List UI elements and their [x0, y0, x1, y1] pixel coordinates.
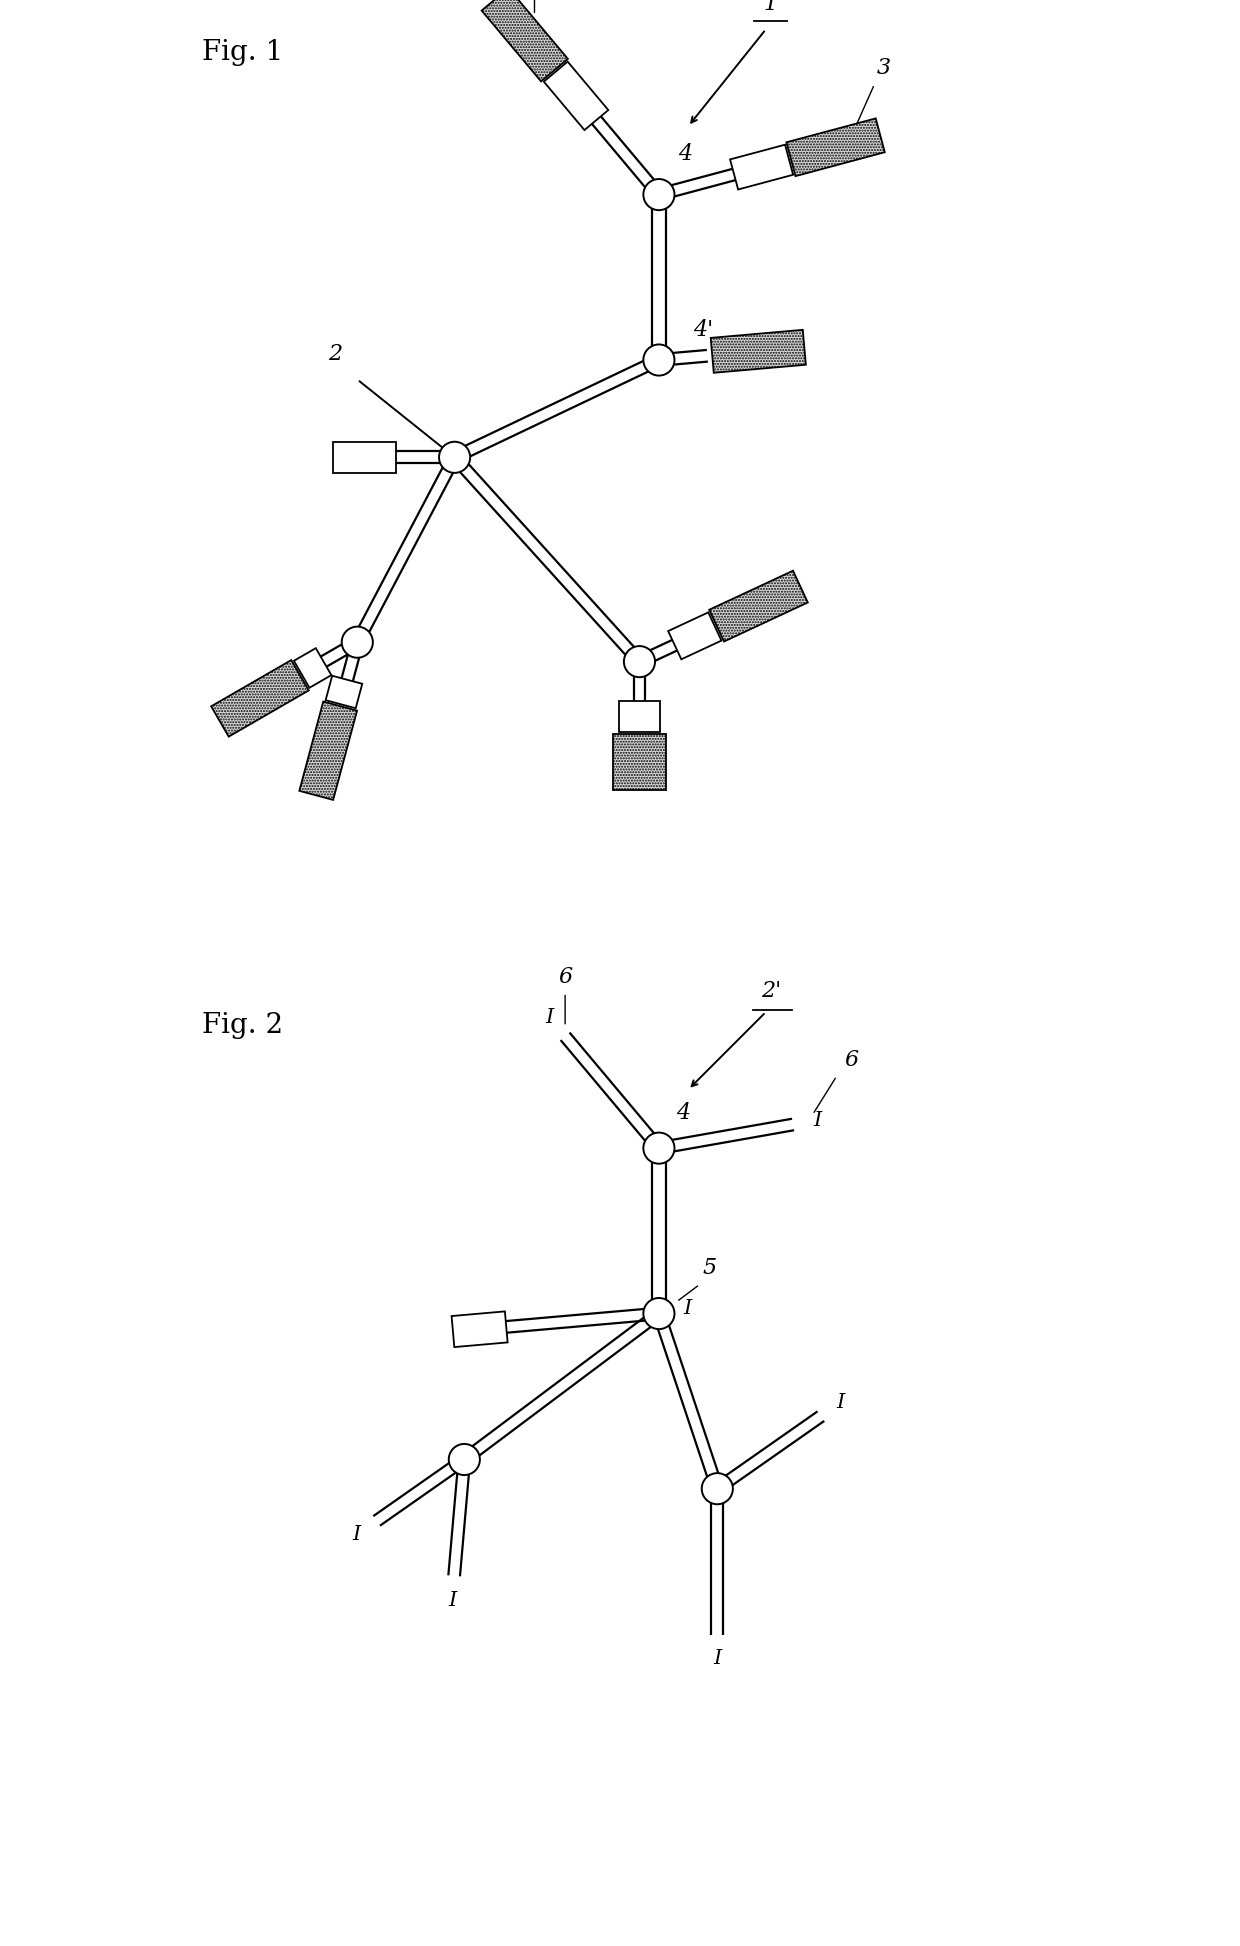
Text: 6: 6: [844, 1049, 858, 1070]
Text: I: I: [448, 1590, 456, 1609]
Circle shape: [644, 1298, 675, 1329]
Circle shape: [624, 646, 655, 677]
Bar: [299, 703, 357, 800]
Text: 2: 2: [329, 342, 342, 366]
Bar: [211, 660, 309, 738]
Text: 4: 4: [678, 144, 692, 165]
Circle shape: [702, 1473, 733, 1504]
Text: 5: 5: [703, 1257, 717, 1280]
Bar: [481, 0, 568, 82]
Text: I: I: [546, 1008, 553, 1027]
Text: 6: 6: [558, 965, 572, 989]
Bar: [334, 442, 397, 473]
Text: 4: 4: [677, 1101, 691, 1125]
Text: Fig. 2: Fig. 2: [202, 1012, 283, 1039]
Bar: [326, 675, 362, 708]
Text: 3: 3: [877, 56, 892, 80]
Circle shape: [439, 442, 470, 473]
Bar: [709, 570, 807, 642]
Circle shape: [342, 627, 373, 658]
Text: 1: 1: [764, 0, 777, 14]
Circle shape: [644, 179, 675, 210]
Text: I: I: [813, 1111, 821, 1131]
Text: 4': 4': [693, 319, 713, 341]
Bar: [619, 701, 660, 732]
Bar: [730, 144, 794, 189]
Text: Fig. 1: Fig. 1: [202, 39, 283, 66]
Circle shape: [644, 344, 675, 376]
Bar: [668, 613, 722, 660]
Text: 2': 2': [760, 981, 781, 1002]
Text: I: I: [713, 1650, 722, 1668]
Bar: [614, 734, 666, 790]
Bar: [786, 119, 885, 177]
Bar: [451, 1312, 507, 1347]
Bar: [294, 648, 331, 687]
Text: I: I: [352, 1526, 361, 1545]
Text: I: I: [837, 1393, 844, 1411]
Bar: [544, 62, 609, 130]
Text: I: I: [683, 1300, 692, 1317]
Circle shape: [644, 1133, 675, 1164]
Circle shape: [449, 1444, 480, 1475]
Bar: [711, 329, 806, 374]
